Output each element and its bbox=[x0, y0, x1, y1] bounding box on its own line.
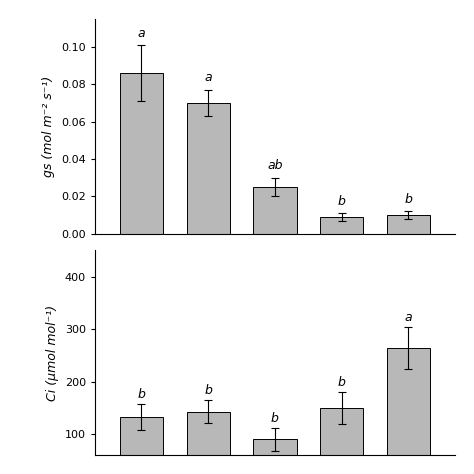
Text: a: a bbox=[137, 27, 146, 39]
Bar bbox=[320, 408, 363, 474]
Text: b: b bbox=[337, 195, 346, 208]
Text: b: b bbox=[137, 388, 146, 401]
Bar bbox=[187, 411, 230, 474]
Text: ab: ab bbox=[267, 159, 283, 172]
Bar bbox=[387, 347, 430, 474]
Bar bbox=[120, 73, 163, 234]
Text: b: b bbox=[271, 412, 279, 425]
Y-axis label: Ci (μmol mol⁻¹): Ci (μmol mol⁻¹) bbox=[46, 305, 59, 401]
Bar bbox=[120, 417, 163, 474]
Bar bbox=[187, 103, 230, 234]
Text: b: b bbox=[204, 384, 212, 397]
Bar bbox=[253, 439, 297, 474]
Bar bbox=[253, 187, 297, 234]
Text: a: a bbox=[404, 311, 412, 324]
Text: a: a bbox=[204, 71, 212, 84]
Text: b: b bbox=[337, 376, 346, 390]
Y-axis label: gs (mol m⁻² s⁻¹): gs (mol m⁻² s⁻¹) bbox=[43, 76, 55, 177]
Text: b: b bbox=[404, 193, 412, 206]
Bar bbox=[387, 215, 430, 234]
Bar bbox=[320, 217, 363, 234]
